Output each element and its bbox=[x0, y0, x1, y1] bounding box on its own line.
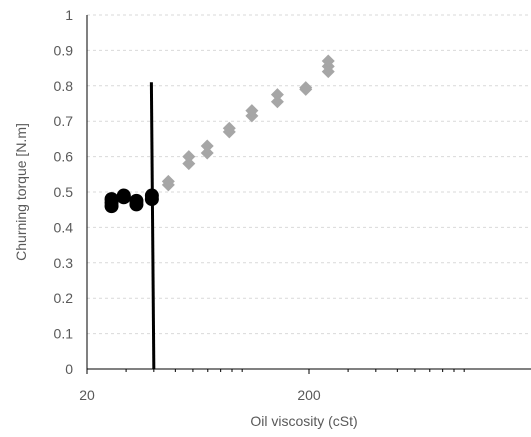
x-tick-label: 200 bbox=[297, 387, 321, 403]
data-point-diamond bbox=[270, 88, 284, 102]
x-axis-title: Oil viscosity (cSt) bbox=[250, 413, 357, 429]
y-tick-labels: 0 0.1 0.2 0.3 0.4 0.5 0.6 0.7 0.8 0.9 1 bbox=[54, 7, 74, 377]
data-point-diamond bbox=[161, 174, 175, 188]
y-tick-label: 0.8 bbox=[54, 78, 74, 94]
vertical-line bbox=[149, 82, 156, 370]
data-point-diamond bbox=[222, 121, 236, 135]
y-axis-title: Churning torque [N.m] bbox=[13, 123, 29, 261]
data-point-diamond bbox=[245, 104, 259, 118]
y-tick-label: 0.6 bbox=[54, 149, 74, 165]
x-tick-labels: 20 200 bbox=[79, 369, 321, 403]
x-minor-ticks bbox=[125, 369, 465, 372]
data-point-diamond bbox=[182, 150, 196, 164]
y-tick-label: 0.4 bbox=[54, 219, 74, 235]
y-tick-label: 0.7 bbox=[54, 113, 74, 129]
data-point-diamond bbox=[200, 146, 214, 160]
y-tick-label: 0.1 bbox=[54, 326, 74, 342]
y-tick-label: 0 bbox=[65, 361, 73, 377]
y-tick-label: 1 bbox=[65, 7, 73, 23]
y-tick-label: 0.3 bbox=[54, 255, 74, 271]
data-marks bbox=[104, 54, 335, 370]
data-point-circle bbox=[116, 188, 131, 203]
data-point-diamond bbox=[270, 95, 284, 109]
data-point-diamond bbox=[321, 54, 335, 68]
data-point-diamond bbox=[200, 139, 214, 153]
y-tick-label: 0.5 bbox=[54, 184, 74, 200]
data-point-circle bbox=[144, 188, 159, 203]
data-point-diamond bbox=[299, 81, 313, 95]
x-tick-label: 20 bbox=[79, 387, 95, 403]
data-point-circle bbox=[104, 192, 119, 207]
data-point-circle bbox=[129, 193, 144, 208]
data-point-diamond bbox=[182, 157, 196, 171]
y-tick-label: 0.9 bbox=[54, 42, 74, 58]
y-tick-label: 0.2 bbox=[54, 290, 74, 306]
